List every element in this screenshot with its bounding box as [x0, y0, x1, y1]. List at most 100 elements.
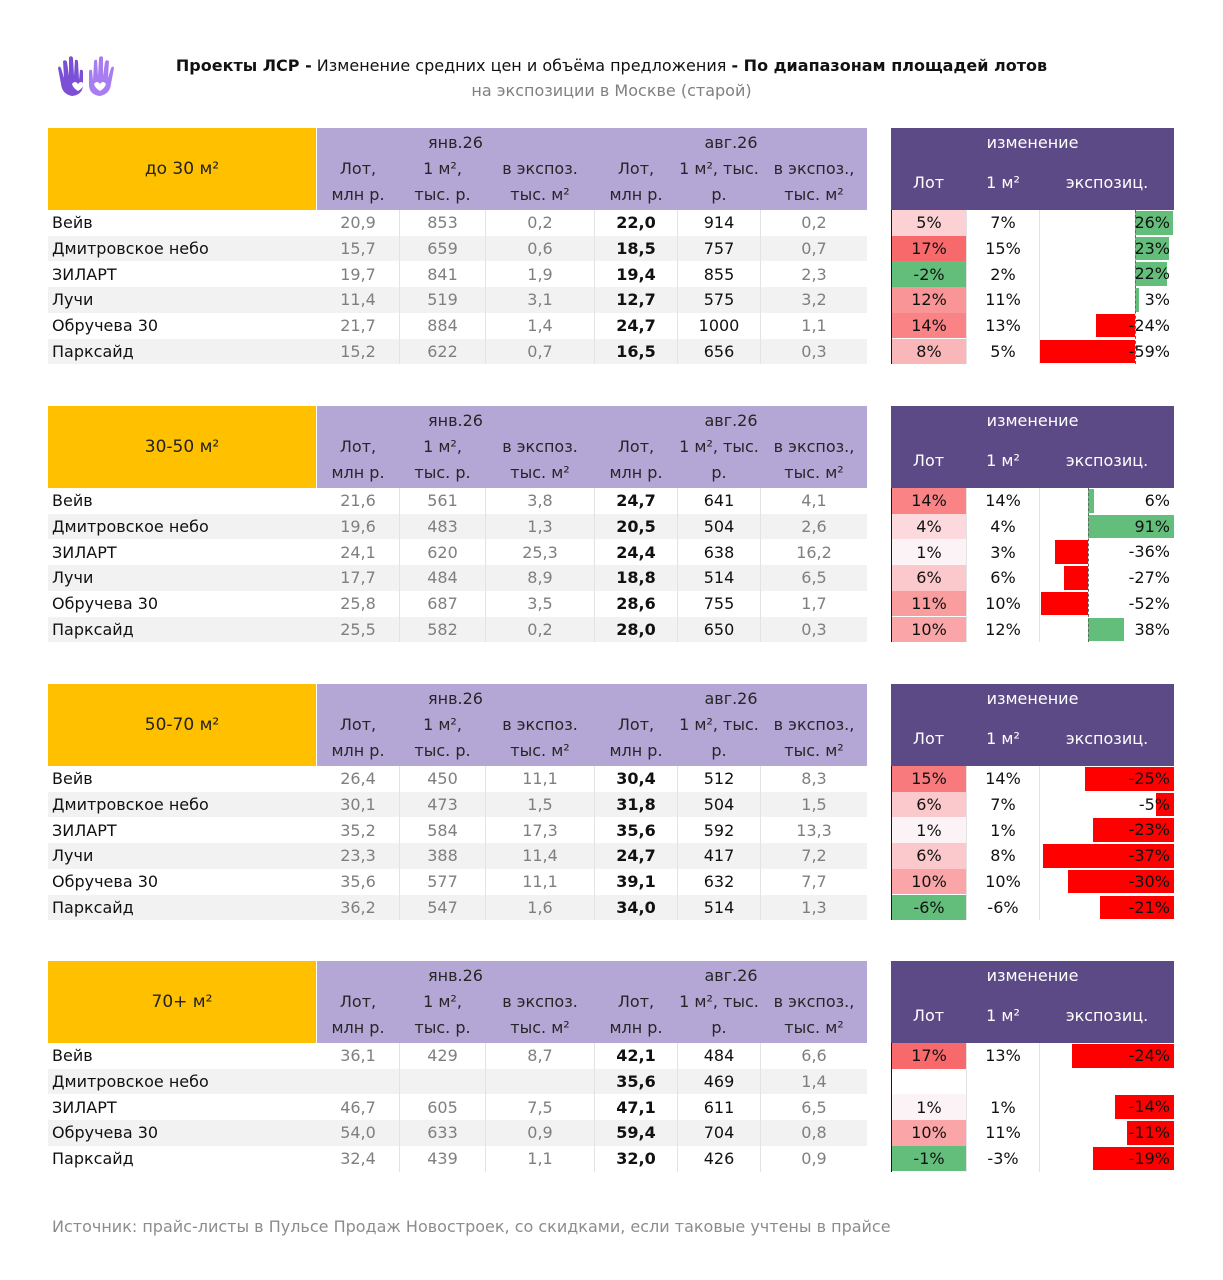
column-divider [760, 1043, 761, 1172]
column-divider [1039, 210, 1040, 365]
column-header-aug: 1 м², тыс. р. [679, 715, 759, 760]
change-m2-cell: 6% [990, 568, 1016, 588]
value-cell: 388 [427, 846, 458, 866]
value-cell: 417 [703, 846, 735, 866]
change-m2-cell: -3% [987, 1149, 1019, 1169]
value-cell: 13,3 [796, 820, 832, 840]
value-cell: 6,6 [801, 1046, 827, 1066]
change-exposure-value: -24% [1128, 1046, 1170, 1065]
change-m2-cell: 3% [990, 542, 1016, 562]
change-exposure-value: 6% [1144, 491, 1170, 510]
change-lot-cell: 10% [892, 868, 966, 895]
value-cell [317, 1069, 399, 1095]
value-cell: 28,0 [616, 619, 656, 639]
column-divider [1039, 766, 1040, 921]
value-cell: 659 [427, 239, 458, 259]
value-cell: 35,6 [616, 820, 656, 840]
change-m2-cell: 7% [990, 795, 1016, 815]
change-exposure-value: 91% [1134, 516, 1170, 536]
value-cell: 34,0 [616, 897, 656, 917]
change-column-header: экспозиц. [1065, 1006, 1149, 1025]
project-name: ЗИЛАРТ [52, 1097, 117, 1117]
exposure-bar [1093, 1146, 1174, 1171]
project-name: Парксайд [52, 897, 134, 917]
exposure-bar [1135, 262, 1168, 287]
value-cell: 21,6 [340, 491, 376, 511]
report-subtitle: на экспозиции в Москве (старой) [471, 81, 752, 100]
project-name: Вейв [52, 491, 93, 511]
exposure-bar [1156, 792, 1174, 817]
table-row: Обручева 30 25,8 687 3,5 28,6 755 1,7 [48, 591, 867, 617]
value-cell: 484 [703, 1046, 735, 1066]
value-cell: 0,8 [801, 1123, 827, 1143]
value-cell [400, 1069, 485, 1095]
value-cell: 611 [703, 1097, 735, 1117]
value-cell: 12,7 [616, 290, 656, 310]
change-exposure-value: -14% [1128, 1097, 1170, 1117]
table-row: Обручева 30 54,0 633 0,9 59,4 704 0,8 [48, 1120, 867, 1146]
value-cell: 4,1 [801, 491, 827, 511]
value-cell: 3,8 [527, 491, 553, 511]
value-cell: 504 [703, 517, 735, 537]
change-exposure-value: -11% [1128, 1123, 1170, 1143]
value-cell: 6,5 [801, 568, 827, 588]
change-lot-cell: 6% [892, 565, 966, 591]
value-cell: 42,1 [616, 1046, 656, 1066]
value-cell: 22,0 [616, 213, 656, 233]
column-header-aug: в экспоз., тыс. м² [773, 992, 855, 1037]
period-header-band [317, 406, 867, 488]
range-block: 30-50 м² янв.26 авг.26 Лот, млн р. 1 м², тыс… [48, 406, 1174, 643]
exposure-bar [1088, 617, 1124, 642]
column-header-jan: Лот, млн р. [331, 437, 385, 482]
value-cell: 632 [703, 872, 735, 892]
column-divider [1039, 1043, 1040, 1172]
period-jan-label: янв.26 [428, 411, 483, 430]
column-divider [399, 1043, 400, 1172]
range-block: до 30 м² янв.26 авг.26 Лот, млн р. 1 м², тыс… [48, 128, 1174, 365]
value-cell: 1,6 [527, 897, 553, 917]
change-m2-cell: 7% [990, 213, 1016, 233]
value-cell: 439 [427, 1149, 458, 1169]
column-divider [966, 488, 967, 643]
exposure-bar [1135, 236, 1169, 261]
value-cell: 25,5 [340, 619, 376, 639]
change-column-header: экспозиц. [1065, 729, 1149, 748]
value-cell: 0,3 [801, 619, 827, 639]
value-cell: 426 [703, 1149, 735, 1169]
table-row: Дмитровское небо 35,6 469 1,4 [48, 1068, 867, 1095]
value-cell: 757 [703, 239, 735, 259]
column-divider [966, 1043, 967, 1172]
value-cell: 884 [427, 316, 458, 336]
report-title: Проекты ЛСР - Изменение средних цен и об… [0, 56, 1223, 76]
change-header-title: изменение [986, 966, 1079, 985]
value-cell: 8,3 [801, 769, 827, 789]
change-exposure-value: 3% [1144, 290, 1170, 310]
exposure-bar [1085, 767, 1174, 791]
change-column-header: Лот [912, 1006, 945, 1025]
change-exposure-value [1040, 1069, 1170, 1095]
table-row: Вейв 21,6 561 3,8 24,7 641 4,1 [48, 488, 867, 514]
value-cell: 19,6 [340, 517, 376, 537]
column-divider [966, 210, 967, 365]
exposure-bar [1114, 1095, 1174, 1120]
change-lot-cell: 14% [892, 312, 966, 339]
column-header-aug: в экспоз., тыс. м² [773, 159, 855, 204]
value-cell: 30,4 [616, 769, 656, 789]
value-cell: 3,1 [527, 290, 553, 310]
value-cell: 47,1 [616, 1097, 656, 1117]
value-cell: 473 [427, 795, 458, 815]
change-m2-cell: 14% [985, 491, 1021, 511]
value-cell: 429 [427, 1046, 458, 1066]
project-name: Дмитровское небо [52, 239, 209, 259]
change-m2-cell: 1% [990, 1097, 1016, 1117]
title-bold-suffix: - По диапазонам площадей лотов [731, 56, 1048, 75]
value-cell: 504 [703, 795, 735, 815]
column-divider [485, 210, 486, 365]
table-row: Лучи 23,3 388 11,4 24,7 417 7,2 [48, 843, 867, 869]
change-lot-cell: 14% [892, 488, 966, 514]
value-cell: 7,2 [801, 846, 827, 866]
value-cell: 3,5 [527, 594, 553, 614]
value-cell: 35,2 [340, 820, 376, 840]
change-lot-cell: -6% [892, 894, 966, 921]
change-m2-cell: 10% [985, 594, 1021, 614]
